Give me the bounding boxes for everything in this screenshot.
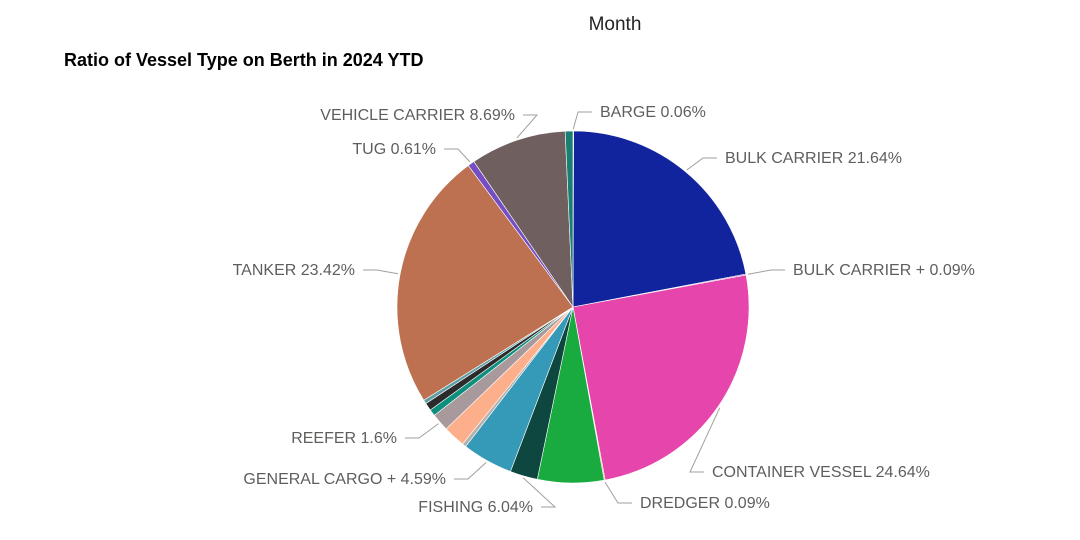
pie-slice-vehicle-carrier[interactable] — [473, 130, 574, 309]
leader-line — [363, 269, 399, 275]
data-label: TANKER 23.42% — [233, 262, 355, 279]
leader-line — [572, 111, 592, 130]
data-label: GENERAL CARGO + 4.59% — [243, 471, 446, 488]
leader-line — [516, 114, 539, 139]
data-label: BULK CARRIER 21.64% — [725, 150, 902, 167]
pie-slice-container-vessel[interactable] — [572, 274, 750, 481]
field-header-label: Month — [588, 14, 642, 35]
data-label: BARGE 0.06% — [600, 104, 706, 121]
data-label: REEFER 1.6% — [291, 430, 397, 447]
chart-title: Ratio of Vessel Type on Berth in 2024 YT… — [64, 50, 424, 70]
leader-lines — [363, 111, 785, 508]
leader-line — [689, 407, 721, 473]
pie-slice-bulk-carrier[interactable] — [572, 130, 747, 308]
data-labels: BARGE 0.06% BULK CARRIER 21.64% BULK CARRI… — [233, 104, 975, 516]
pie-slice-tanker[interactable] — [396, 165, 574, 401]
data-label: TUG 0.61% — [352, 141, 436, 158]
leader-line — [686, 157, 717, 171]
pie-slices — [396, 130, 750, 484]
pie-slice-17[interactable] — [564, 130, 574, 308]
leader-line — [454, 462, 487, 480]
data-label: FISHING 6.04% — [418, 499, 533, 516]
leader-line — [405, 423, 439, 439]
data-label: CONTAINER VESSEL 24.64% — [712, 464, 930, 481]
leader-line — [444, 148, 471, 163]
data-label: BULK CARRIER + 0.09% — [793, 262, 975, 279]
leader-line — [604, 481, 632, 504]
data-label: DREDGER 0.09% — [640, 495, 770, 512]
leader-line — [522, 477, 557, 508]
leader-line — [747, 269, 785, 275]
data-label: VEHICLE CARRIER 8.69% — [320, 107, 515, 124]
